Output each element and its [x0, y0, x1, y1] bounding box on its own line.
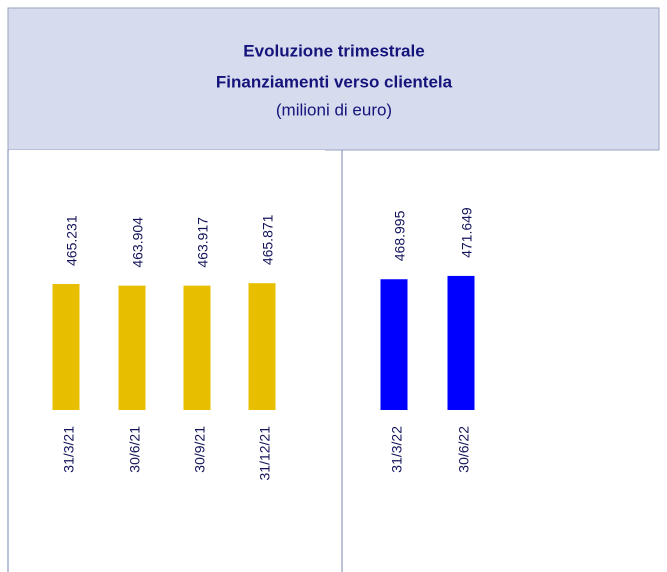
bar — [380, 279, 408, 410]
chart-title: Evoluzione trimestrale — [243, 41, 424, 60]
value-label: 465.231 — [64, 215, 80, 266]
value-label: 471.649 — [459, 207, 475, 258]
x-tick-label: 31/3/22 — [389, 426, 405, 473]
x-tick-label: 30/6/21 — [127, 426, 143, 473]
bar — [248, 283, 276, 410]
unit-label: (milioni di euro) — [276, 100, 392, 119]
header-gap — [9, 150, 325, 153]
x-tick-label: 30/6/22 — [456, 426, 472, 473]
bar — [183, 285, 211, 410]
chart-subtitle: Finanziamenti verso clientela — [216, 72, 453, 91]
bar — [447, 275, 475, 410]
x-tick-label: 31/3/21 — [61, 426, 77, 473]
value-label: 463.904 — [130, 217, 146, 268]
value-label: 463.917 — [195, 217, 211, 268]
x-tick-label: 30/9/21 — [192, 426, 208, 473]
value-label: 468.995 — [392, 210, 408, 261]
value-label: 465.871 — [260, 214, 276, 265]
bar — [52, 283, 80, 410]
bar — [118, 285, 146, 410]
header-box — [7, 7, 660, 151]
x-tick-label: 31/12/21 — [257, 426, 273, 481]
